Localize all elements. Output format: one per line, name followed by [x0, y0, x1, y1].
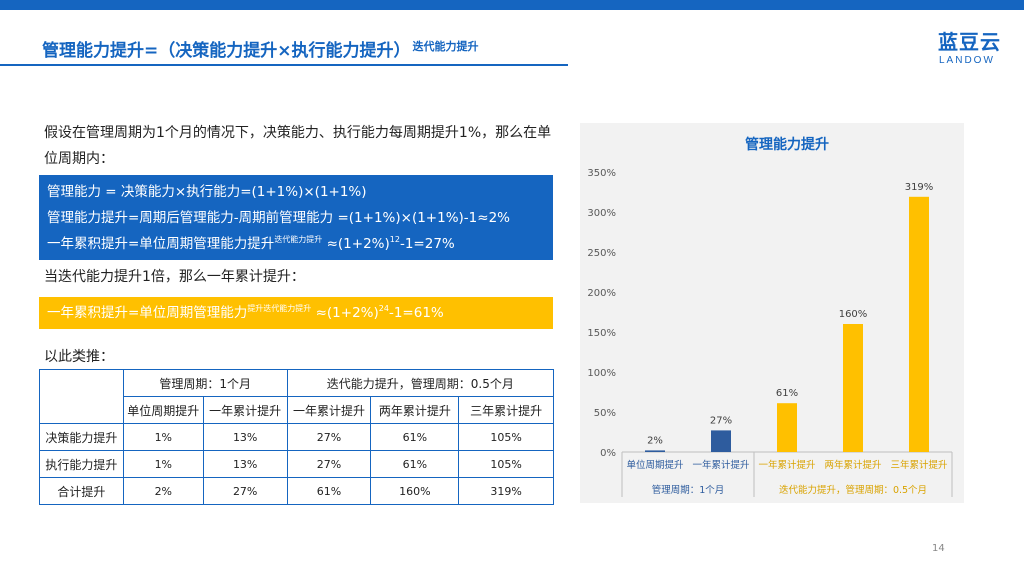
table-cell: 27% [286, 423, 372, 451]
table-cell: 61% [286, 477, 372, 505]
formula-line-1: 管理能力 = 决策能力×执行能力=(1+1%)×(1+1%) [47, 184, 367, 200]
table-group-1: 管理周期：1个月 [122, 369, 288, 397]
table-cell: 105% [458, 423, 554, 451]
table-cell: 1% [122, 450, 204, 478]
title-underline [0, 64, 568, 66]
title-main: 管理能力提升=（决策能力提升×执行能力提升） [42, 41, 411, 61]
table-col-header: 一年累计提升 [202, 396, 288, 424]
top-accent-bar [0, 0, 1024, 10]
group-label: 迭代能力提升，管理周期：0.5个月 [779, 484, 927, 496]
formula-line-3-base: ≈(1+2%) [322, 236, 390, 252]
x-tick-label: 一年累计提升 [758, 459, 816, 471]
iteration-text: 当迭代能力提升1倍，那么一年累计提升： [44, 269, 305, 285]
table-cell: 319% [458, 477, 554, 505]
data-table: 管理周期：1个月 迭代能力提升，管理周期：0.5个月 单位周期提升 一年累计提升… [39, 369, 555, 505]
bar [645, 450, 665, 452]
table-cell: 2% [122, 477, 204, 505]
x-tick-label: 单位周期提升 [626, 459, 684, 471]
y-tick-label: 300% [587, 208, 616, 219]
table-row-label: 决策能力提升 [39, 423, 124, 451]
data-label: 61% [776, 388, 798, 399]
bar [711, 430, 731, 452]
y-tick-label: 50% [594, 408, 616, 419]
x-tick-label: 一年累计提升 [692, 459, 750, 471]
page-title: 管理能力提升=（决策能力提升×执行能力提升） 迭代能力提升 [42, 36, 479, 61]
analogy-label: 以此类推： [44, 349, 114, 365]
data-label: 27% [710, 415, 732, 426]
yellow-formula-result: -1=61% [388, 305, 444, 321]
table-header-row-groups: 管理周期：1个月 迭代能力提升，管理周期：0.5个月 [39, 369, 555, 424]
table-cell: 105% [458, 450, 554, 478]
logo-chinese: 蓝豆云 [938, 30, 1001, 54]
bar [777, 403, 797, 452]
data-label: 2% [647, 435, 663, 446]
table-cell: 27% [202, 477, 288, 505]
y-tick-label: 0% [600, 448, 616, 459]
y-tick-label: 350% [587, 168, 616, 179]
table-cell: 61% [370, 423, 460, 451]
x-tick-label: 两年累计提升 [824, 459, 882, 471]
bar [843, 324, 863, 452]
formula-line-3-result: -1=27% [399, 236, 455, 252]
chart-background [580, 123, 964, 503]
x-tick-label: 三年累计提升 [890, 459, 948, 471]
yellow-formula-base: ≈(1+2%) [311, 305, 379, 321]
yellow-formula-text: 一年累积提升=单位周期管理能力 [47, 305, 248, 321]
table-cell: 160% [370, 477, 460, 505]
table-row: 决策能力提升 1% 13% 27% 61% 105% [39, 423, 554, 451]
formula-line-3-exponent: 12 [389, 235, 400, 244]
formula-line-3: 一年累积提升=单位周期管理能力提升迭代能力提升 ≈(1+2%)12-1=27% [47, 231, 545, 257]
data-label: 319% [905, 182, 934, 193]
table-row: 合计提升 2% 27% 61% 160% 319% [39, 477, 554, 505]
table-col-header: 一年累计提升 [286, 396, 372, 424]
table-row-label: 合计提升 [39, 477, 124, 505]
table-col-header: 单位周期提升 [122, 396, 204, 424]
table-corner-cell [39, 369, 124, 424]
y-tick-label: 100% [587, 368, 616, 379]
formula-box-blue: 管理能力 = 决策能力×执行能力=(1+1%)×(1+1%) 管理能力提升=周期… [39, 175, 553, 260]
logo-english: LANDOW [939, 55, 995, 66]
chart-title: 管理能力提升 [745, 136, 829, 153]
y-tick-label: 150% [587, 328, 616, 339]
bar [909, 196, 929, 452]
title-superscript: 迭代能力提升 [412, 40, 479, 53]
table-col-header: 两年累计提升 [370, 396, 460, 424]
formula-line-2: 管理能力提升=周期后管理能力-周期前管理能力 =(1+1%)×(1+1%)-1≈… [47, 210, 510, 226]
data-label: 160% [839, 309, 868, 320]
formula-box-yellow: 一年累积提升=单位周期管理能力提升迭代能力提升 ≈(1+2%)24-1=61% [39, 297, 553, 329]
table-row-label: 执行能力提升 [39, 450, 124, 478]
table-col-header: 三年累计提升 [458, 396, 554, 424]
bar-chart: 管理能力提升 0% 50% 100% 150% 200% 250% 300% 350% 2% 单位周… [587, 136, 953, 497]
table-row: 执行能力提升 1% 13% 27% 61% 105% [39, 450, 554, 478]
formula-line-3-sup: 迭代能力提升 [274, 235, 323, 244]
intro-paragraph: 假设在管理周期为1个月的情况下，决策能力、执行能力每周期提升1%，那么在单位周期… [44, 125, 552, 167]
table-cell: 27% [286, 450, 372, 478]
table-header-row-cols: 单位周期提升 一年累计提升 一年累计提升 两年累计提升 三年累计提升 [40, 396, 554, 424]
y-tick-label: 200% [587, 288, 616, 299]
y-tick-label: 250% [587, 248, 616, 259]
page-number: 14 [932, 543, 945, 554]
table-cell: 13% [202, 423, 288, 451]
yellow-formula-sup: 提升迭代能力提升 [247, 304, 312, 313]
table-cell: 13% [202, 450, 288, 478]
table-cell: 1% [122, 423, 204, 451]
table-group-2: 迭代能力提升，管理周期：0.5个月 [286, 369, 555, 397]
yellow-formula-exponent: 24 [378, 304, 389, 313]
table-cell: 61% [370, 450, 460, 478]
formula-line-3-text: 一年累积提升=单位周期管理能力提升 [47, 236, 275, 252]
group-label: 管理周期：1个月 [652, 484, 725, 496]
